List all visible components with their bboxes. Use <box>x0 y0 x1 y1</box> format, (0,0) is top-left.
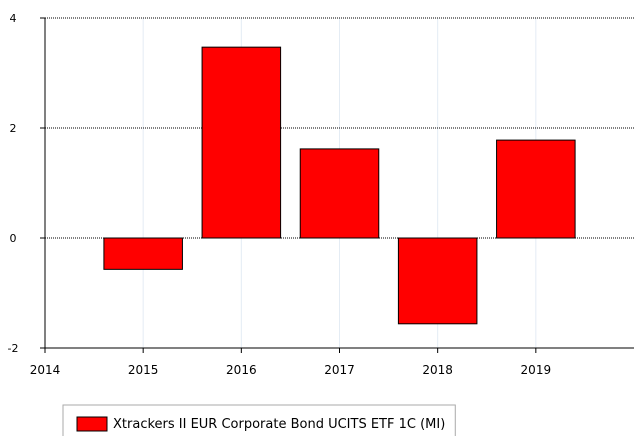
legend-label: Xtrackers II EUR Corporate Bond UCITS ET… <box>113 417 445 432</box>
bar <box>397 237 478 325</box>
y-tick-label: -2 <box>8 342 19 355</box>
y-tick-label: 0 <box>10 232 17 245</box>
bar <box>103 237 183 270</box>
bar <box>299 148 380 239</box>
x-tick-label: 2017 <box>324 363 355 377</box>
x-tick-label: 2014 <box>30 363 61 377</box>
legend-swatch <box>76 416 108 432</box>
x-tick-label: 2015 <box>128 363 159 377</box>
x-tick-label: 2016 <box>226 363 257 377</box>
bar <box>201 46 282 239</box>
x-tick-label: 2018 <box>422 363 453 377</box>
y-tick-label: 4 <box>10 12 17 25</box>
bar <box>496 139 576 239</box>
y-tick-label: 2 <box>10 122 17 135</box>
x-tick-label: 2019 <box>521 363 552 377</box>
